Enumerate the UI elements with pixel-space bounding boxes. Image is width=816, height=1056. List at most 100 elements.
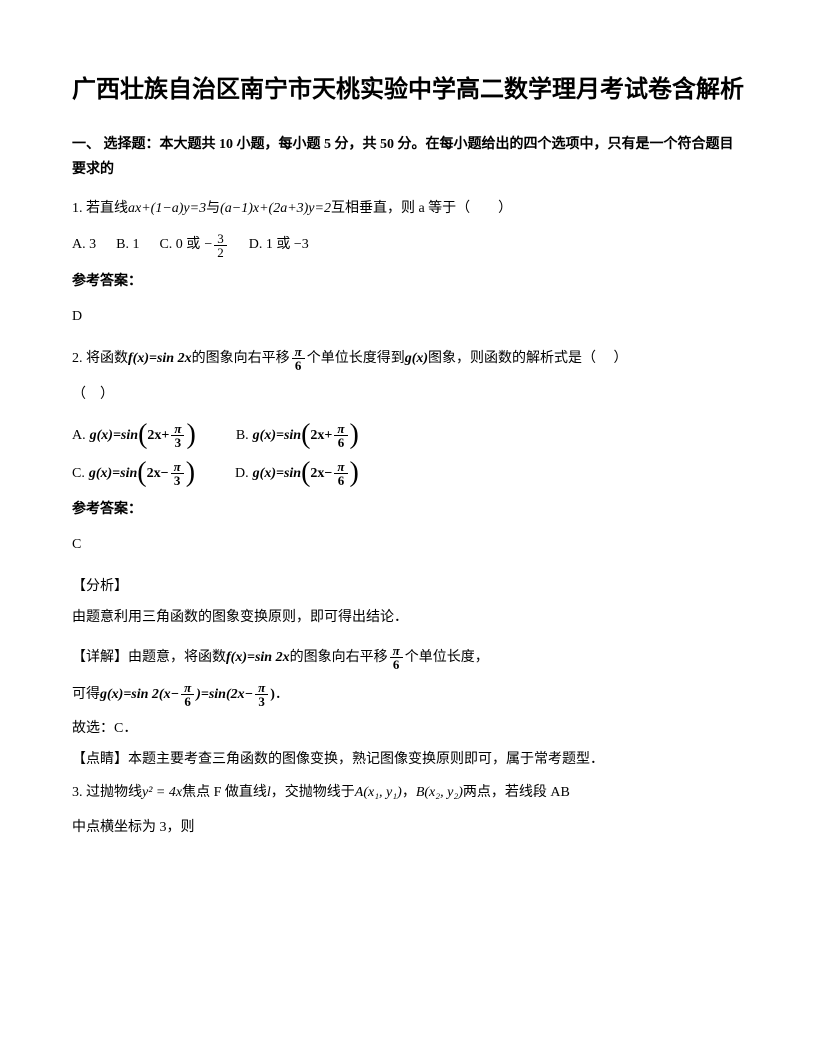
rparen-icon: ) xyxy=(350,421,359,449)
q2-g-call: g(x) xyxy=(405,346,428,371)
q2-derive-line: 可得 g(x)=sin 2(x− π 6 )=sin(2x− π 3 ) ． xyxy=(72,681,744,708)
q2-shift-frac: π 6 xyxy=(292,345,305,372)
q1-suffix: 互相垂直，则 a 等于（ ） xyxy=(331,196,512,221)
q1-optc-frac: 3 2 xyxy=(214,232,227,259)
q2-tip-text: 本题主要考查三角函数的图像变换，熟记图像变换原则即可，属于常考题型． xyxy=(128,747,604,772)
q2-options-row1: A. g(x)=sin ( 2x+ π 3 ) B. g(x)=sin ( 2x… xyxy=(72,421,744,449)
q2-optc-label: C. xyxy=(72,461,85,486)
q2-derive-frac2: π 3 xyxy=(255,681,268,708)
q1-answer-label: 参考答案： xyxy=(72,269,744,294)
q2-tip-line: 【点睛】 本题主要考查三角函数的图像变换，熟记图像变换原则即可，属于常考题型． xyxy=(72,747,744,772)
q2-detail-shift-den: 6 xyxy=(390,658,403,671)
q3-ptb: B(x₂, y₂) xyxy=(416,780,463,805)
q2-optb-label: B. xyxy=(236,423,249,448)
q2-optd-frac: π 6 xyxy=(334,460,347,487)
q3-pta: A(x₁, y₁) xyxy=(355,780,402,805)
q2-optd-num: π xyxy=(334,460,347,474)
q3-parabola: y² = 4x xyxy=(142,780,182,805)
q2-opt-b: B. g(x)=sin ( 2x+ π 6 ) xyxy=(236,421,359,449)
q2-optc-den: 3 xyxy=(171,474,184,487)
q2-suffix: 图象，则函数的解析式是（ ） xyxy=(428,346,628,371)
section-1-header: 一、 选择题：本大题共 10 小题，每小题 5 分，共 50 分。在每小题给出的… xyxy=(72,132,744,182)
lparen-icon: ( xyxy=(301,421,310,449)
q2-mid2: 个单位长度得到 xyxy=(307,346,405,371)
q2-conclude: 故选：C． xyxy=(72,716,744,741)
lparen-icon: ( xyxy=(137,459,146,487)
q2-opta-num: π xyxy=(171,422,184,436)
q1-options: A. 3 B. 1 C. 0 或 − 3 2 D. 1 或 −3 xyxy=(72,232,744,259)
q3-prefix: 3. 过抛物线 xyxy=(72,780,142,805)
q2-optb-frac: π 6 xyxy=(334,422,347,449)
q1-opt-b: B. 1 xyxy=(116,232,139,257)
q1-opt-c: C. 0 或 − 3 2 xyxy=(159,232,228,259)
q1-optc-den: 2 xyxy=(214,246,227,259)
q2-opt-c: C. g(x)=sin ( 2x− π 3 ) xyxy=(72,459,195,487)
q2-answer: C xyxy=(72,532,744,557)
q2-opta-label: A. xyxy=(72,423,86,448)
lparen-icon: ( xyxy=(138,421,147,449)
q2-optd-g: g(x)=sin xyxy=(253,461,301,486)
q1-optc-neg: − xyxy=(204,232,212,257)
q2-derive-mid: )=sin(2x− xyxy=(196,682,253,707)
q2-detail-mid: 的图象向右平移 xyxy=(290,645,388,670)
q2-optc-frac: π 3 xyxy=(171,460,184,487)
q2-detail-shift-num: π xyxy=(390,644,403,658)
q3-mid3: 两点，若线段 AB xyxy=(463,780,570,805)
doc-title: 广西壮族自治区南宁市天桃实验中学高二数学理月考试卷含解析 xyxy=(72,72,744,108)
rparen-icon: ) xyxy=(350,459,359,487)
q2-shift-den: 6 xyxy=(292,359,305,372)
q2-opta-g: g(x)=sin xyxy=(90,423,138,448)
q2-derive-den2: 3 xyxy=(255,695,268,708)
q2-stem: 2. 将函数 f(x)=sin 2x 的图象向右平移 π 6 个单位长度得到 g… xyxy=(72,345,744,372)
q2-derive-den1: 6 xyxy=(181,695,194,708)
q3-mid1: 焦点 F 做直线 xyxy=(182,780,267,805)
q1-answer: D xyxy=(72,304,744,329)
q2-detail-suffix: 个单位长度， xyxy=(405,645,489,670)
q2-opt-d: D. g(x)=sin ( 2x− π 6 ) xyxy=(235,459,359,487)
q2-mid1: 的图象向右平移 xyxy=(192,346,290,371)
q2-opta-den: 3 xyxy=(172,436,185,449)
q2-optb-g: g(x)=sin xyxy=(253,423,301,448)
q2-derive-num2: π xyxy=(255,681,268,695)
q1-stem: 1. 若直线 ax+(1−a)y=3 与 (a−1)x+(2a+3)y=2 互相… xyxy=(72,196,744,221)
q1-optc-num: 3 xyxy=(214,232,227,246)
q3-stem-line1: 3. 过抛物线 y² = 4x 焦点 F 做直线 l ，交抛物线于 A(x₁, … xyxy=(72,780,744,805)
q1-prefix: 1. 若直线 xyxy=(72,196,128,221)
q1-eq2: (a−1)x+(2a+3)y=2 xyxy=(220,196,331,221)
q2-optb-num: π xyxy=(334,422,347,436)
q2-detail-shift: π 6 xyxy=(390,644,403,671)
q2-derive-g: g(x)=sin 2(x− xyxy=(100,682,179,707)
q2-derive-num1: π xyxy=(181,681,194,695)
lparen-icon: ( xyxy=(301,459,310,487)
q2-optd-label: D. xyxy=(235,461,249,486)
q2-derive-period: ． xyxy=(275,682,289,707)
q2-detail-line: 【详解】 由题意，将函数 f(x)=sin 2x 的图象向右平移 π 6 个单位… xyxy=(72,644,744,671)
q2-detail-pre: 由题意，将函数 xyxy=(128,645,226,670)
q2-options-row2: C. g(x)=sin ( 2x− π 3 ) D. g(x)=sin ( 2x… xyxy=(72,459,744,487)
q3-comma: ， xyxy=(402,780,416,805)
q1-mid1: 与 xyxy=(206,196,220,221)
q2-f-def: f(x)=sin 2x xyxy=(128,346,192,371)
q2-optc-num: π xyxy=(171,460,184,474)
rparen-icon: ) xyxy=(186,421,195,449)
q2-optd-inner: 2x− xyxy=(310,461,332,486)
q1-eq1: ax+(1−a)y=3 xyxy=(128,196,206,221)
q2-detail-tag: 【详解】 xyxy=(72,645,128,670)
q2-optb-inner: 2x+ xyxy=(310,423,332,448)
q2-analysis-tag: 【分析】 xyxy=(72,574,744,599)
q2-optc-g: g(x)=sin xyxy=(89,461,137,486)
q1-opt-d: D. 1 或 −3 xyxy=(249,232,309,257)
q2-optc-inner: 2x− xyxy=(147,461,169,486)
q2-answer-label: 参考答案： xyxy=(72,497,744,522)
rparen-icon: ) xyxy=(186,459,195,487)
q2-analysis-text: 由题意利用三角函数的图象变换原则，即可得出结论． xyxy=(72,605,744,630)
q2-opta-frac: π 3 xyxy=(171,422,184,449)
q3-stem-line2: 中点横坐标为 3，则 xyxy=(72,815,744,840)
q2-shift-num: π xyxy=(292,345,305,359)
q2-derive-frac1: π 6 xyxy=(181,681,194,708)
q2-prefix: 2. 将函数 xyxy=(72,346,128,371)
q2-derive-pre: 可得 xyxy=(72,682,100,707)
q2-optd-den: 6 xyxy=(335,474,348,487)
q2-optb-den: 6 xyxy=(335,436,348,449)
q3-mid2: ，交抛物线于 xyxy=(271,780,355,805)
